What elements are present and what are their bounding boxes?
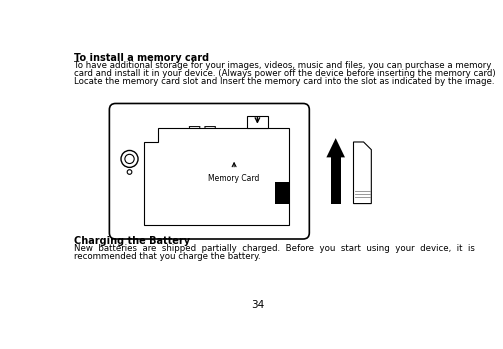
Circle shape	[121, 150, 138, 168]
Polygon shape	[326, 138, 345, 157]
Bar	[330, 157, 341, 203]
Text: Charging the Battery: Charging the Battery	[74, 236, 190, 246]
Polygon shape	[189, 127, 200, 134]
Bar	[246, 116, 268, 128]
Text: 34: 34	[251, 300, 264, 310]
Bar	[275, 182, 289, 203]
Text: New  batteries  are  shipped  partially  charged.  Before  you  start  using  yo: New batteries are shipped partially char…	[74, 244, 475, 253]
Text: Memory Card: Memory Card	[208, 174, 260, 183]
Polygon shape	[354, 142, 371, 203]
Circle shape	[127, 170, 132, 174]
Polygon shape	[144, 128, 289, 225]
Text: To install a memory card: To install a memory card	[74, 53, 209, 63]
Circle shape	[125, 154, 134, 164]
Polygon shape	[205, 127, 216, 134]
FancyBboxPatch shape	[109, 104, 309, 239]
Text: recommended that you charge the battery.: recommended that you charge the battery.	[74, 252, 261, 261]
Text: To have additional storage for your images, videos, music and files, you can pur: To have additional storage for your imag…	[74, 61, 491, 70]
Text: card and install it in your device. (Always power off the device before insertin: card and install it in your device. (Alw…	[74, 69, 495, 78]
Text: Locate the memory card slot and Insert the memory card into the slot as indicate: Locate the memory card slot and Insert t…	[74, 76, 494, 86]
